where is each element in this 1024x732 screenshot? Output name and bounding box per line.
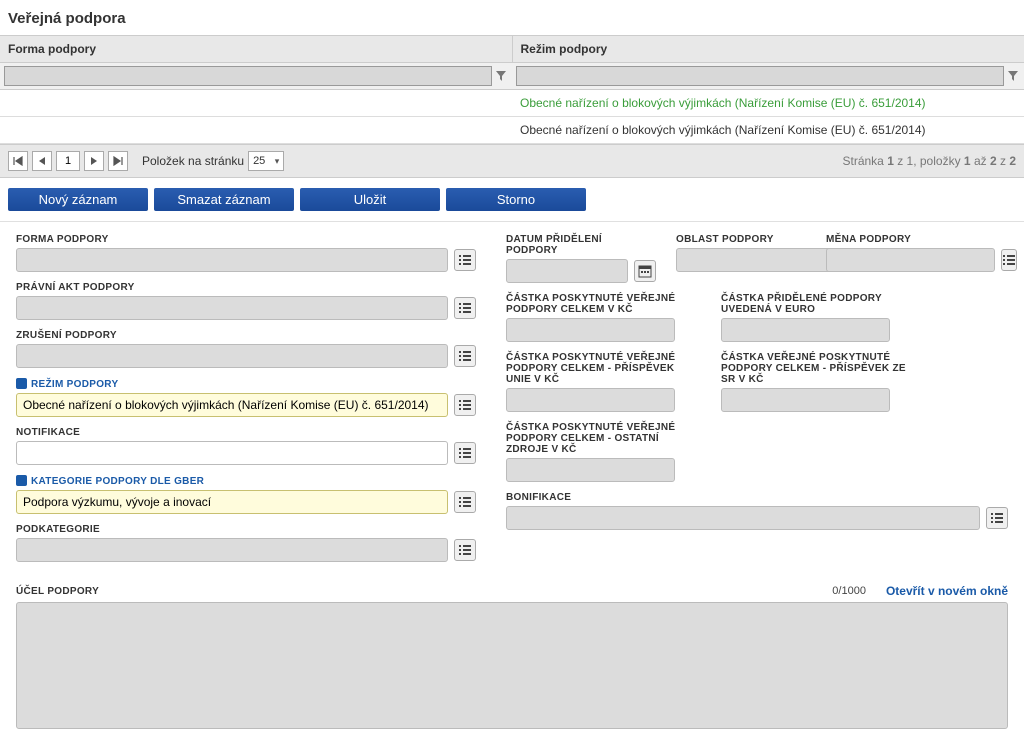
button-row: Nový záznam Smazat záznam Uložit Storno <box>0 178 1024 222</box>
list-picker-icon[interactable] <box>454 345 476 367</box>
filter-input-forma[interactable] <box>4 66 492 86</box>
castka-celkem-kc-label: ČÁSTKA POSKYTNUTÉ VEŘEJNÉ PODPORY CELKEM… <box>506 293 701 315</box>
pravni-akt-label: PRÁVNÍ AKT PODPORY <box>16 282 476 293</box>
cell-forma <box>0 90 512 116</box>
list-picker-icon[interactable] <box>454 539 476 561</box>
list-picker-icon[interactable] <box>454 394 476 416</box>
list-picker-icon[interactable] <box>1001 249 1017 271</box>
forma-podpory-label: FORMA PODPORY <box>16 234 476 245</box>
zruseni-label: ZRUŠENÍ PODPORY <box>16 330 476 341</box>
open-new-window-link[interactable]: Otevřít v novém okně <box>886 584 1008 598</box>
cancel-button[interactable]: Storno <box>446 188 586 211</box>
filter-icon[interactable] <box>494 67 508 85</box>
castka-ostatni-label: ČÁSTKA POSKYTNUTÉ VEŘEJNÉ PODPORY CELKEM… <box>506 422 701 455</box>
table-row[interactable]: Obecné nařízení o blokových výjimkách (N… <box>0 117 1024 144</box>
podkategorie-input[interactable] <box>16 538 448 562</box>
delete-record-button[interactable]: Smazat záznam <box>154 188 294 211</box>
grid-header-rezim[interactable]: Režim podpory <box>513 36 1024 62</box>
castka-prispevek-unie-label: ČÁSTKA POSKYTNUTÉ VEŘEJNÉ PODPORY CELKEM… <box>506 352 701 385</box>
pravni-akt-input[interactable] <box>16 296 448 320</box>
mena-input[interactable] <box>826 248 995 272</box>
filter-icon[interactable] <box>1006 67 1020 85</box>
table-row[interactable]: Obecné nařízení o blokových výjimkách (N… <box>0 90 1024 117</box>
pager-page-input[interactable] <box>56 151 80 171</box>
notifikace-label: NOTIFIKACE <box>16 427 476 438</box>
datum-prideleni-input[interactable] <box>506 259 628 283</box>
per-page-select[interactable]: 25 <box>248 151 284 171</box>
castka-ostatni-input[interactable] <box>506 458 675 482</box>
grid-filter-row <box>0 63 1024 90</box>
cell-rezim: Obecné nařízení o blokových výjimkách (N… <box>512 90 1024 116</box>
kategorie-gber-label: KATEGORIE PODPORY DLE GBER <box>16 475 476 487</box>
castka-prispevek-unie-input[interactable] <box>506 388 675 412</box>
castka-prispevek-sr-label: ČÁSTKA VEŘEJNÉ POSKYTNUTÉ PODPORY CELKEM… <box>721 352 916 385</box>
ucel-textarea[interactable] <box>16 602 1008 729</box>
rezim-label: REŽIM PODPORY <box>16 378 476 390</box>
castka-celkem-kc-input[interactable] <box>506 318 675 342</box>
list-picker-icon[interactable] <box>986 507 1008 529</box>
datum-prideleni-label: DATUM PŘIDĚLENÍ PODPORY <box>506 234 656 256</box>
list-picker-icon[interactable] <box>454 297 476 319</box>
castka-prispevek-sr-input[interactable] <box>721 388 890 412</box>
save-button[interactable]: Uložit <box>300 188 440 211</box>
oblast-input[interactable] <box>676 248 845 272</box>
castka-pridelena-euro-input[interactable] <box>721 318 890 342</box>
cell-forma <box>0 117 512 143</box>
per-page-label: Položek na stránku <box>142 154 244 168</box>
list-picker-icon[interactable] <box>454 442 476 464</box>
grid-header-forma[interactable]: Forma podpory <box>0 36 513 62</box>
list-picker-icon[interactable] <box>454 249 476 271</box>
mena-label: MĚNA PODPORY <box>826 234 956 245</box>
zruseni-input[interactable] <box>16 344 448 368</box>
cell-rezim: Obecné nařízení o blokových výjimkách (N… <box>512 117 1024 143</box>
castka-pridelena-euro-label: ČÁSTKA PŘIDĚLENÉ PODPORY UVEDENÁ V EURO <box>721 293 916 315</box>
pager: Položek na stránku 25 Stránka 1 z 1, pol… <box>0 144 1024 178</box>
new-record-button[interactable]: Nový záznam <box>8 188 148 211</box>
bonifikace-label: BONIFIKACE <box>506 492 1008 503</box>
rezim-input[interactable] <box>16 393 448 417</box>
grid-header: Forma podpory Režim podpory <box>0 35 1024 63</box>
pager-last-button[interactable] <box>108 151 128 171</box>
forma-podpory-input[interactable] <box>16 248 448 272</box>
notifikace-input[interactable] <box>16 441 448 465</box>
pager-next-button[interactable] <box>84 151 104 171</box>
ucel-label: ÚČEL PODPORY <box>16 586 99 597</box>
kategorie-gber-input[interactable] <box>16 490 448 514</box>
oblast-label: OBLAST PODPORY <box>676 234 806 245</box>
podkategorie-label: PODKATEGORIE <box>16 524 476 535</box>
pager-prev-button[interactable] <box>32 151 52 171</box>
page-title: Veřejná podpora <box>0 0 1024 35</box>
pager-first-button[interactable] <box>8 151 28 171</box>
pager-info: Stránka 1 z 1, položky 1 až 2 z 2 <box>842 154 1016 168</box>
bonifikace-input[interactable] <box>506 506 980 530</box>
calendar-icon[interactable] <box>634 260 656 282</box>
filter-input-rezim[interactable] <box>516 66 1004 86</box>
list-picker-icon[interactable] <box>454 491 476 513</box>
char-counter: 0/1000 <box>832 585 866 597</box>
